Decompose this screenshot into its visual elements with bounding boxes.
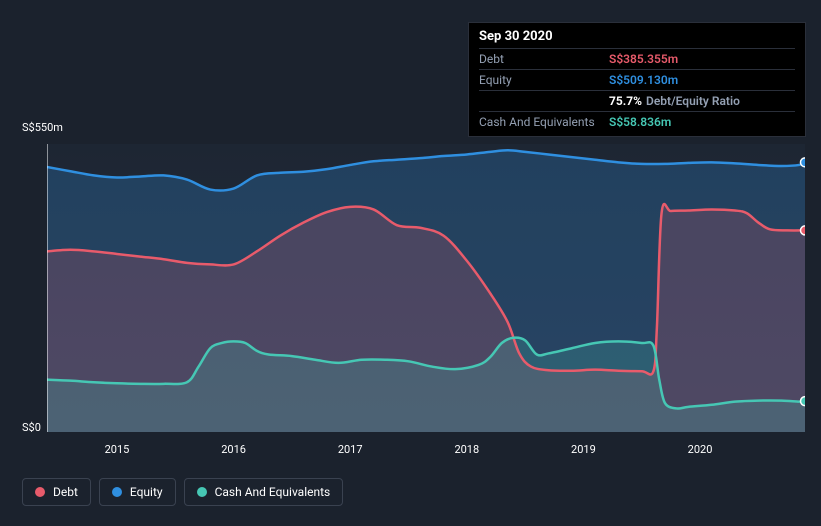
x-tick-2016: 2016 — [221, 443, 246, 456]
x-tick-2017: 2017 — [338, 443, 363, 456]
tooltip-row-equity: EquityS$509.130m — [479, 69, 795, 90]
legend-swatch-icon — [35, 487, 45, 497]
ratio-percent: 75.7% — [609, 94, 642, 108]
tooltip-date: Sep 30 2020 — [479, 29, 795, 48]
hover-tooltip: Sep 30 2020 DebtS$385.355mEquityS$509.13… — [468, 22, 806, 137]
y-axis-max-label: S$550m — [22, 121, 63, 134]
plot-area[interactable] — [47, 144, 805, 432]
x-tick-2019: 2019 — [571, 443, 596, 456]
tooltip-label: Equity — [479, 73, 609, 87]
tooltip-label: Debt — [479, 52, 609, 66]
ratio-label: Debt/Equity Ratio — [646, 94, 740, 108]
tooltip-label — [479, 94, 609, 108]
legend-label: Equity — [130, 485, 163, 499]
legend-item-cash[interactable]: Cash And Equivalents — [184, 478, 344, 506]
legend-swatch-icon — [197, 487, 207, 497]
tooltip-value: S$385.355m — [609, 52, 678, 66]
tooltip-row-debt: DebtS$385.355m — [479, 48, 795, 69]
x-axis: 2015 2016 2017 2018 2019 2020 — [47, 443, 805, 463]
legend-swatch-icon — [112, 487, 122, 497]
legend-label: Cash And Equivalents — [215, 485, 331, 499]
x-tick-2018: 2018 — [454, 443, 479, 456]
tooltip-row-cash: Cash And EquivalentsS$58.836m — [479, 111, 795, 132]
tooltip-value: S$58.836m — [609, 115, 671, 129]
debt-end-marker — [801, 226, 806, 235]
debt-equity-cash-chart: S$550m S$0 2015 2016 2017 2018 2019 2020 Sep … — [0, 0, 821, 526]
x-tick-2020: 2020 — [688, 443, 713, 456]
legend-item-debt[interactable]: Debt — [22, 478, 91, 506]
tooltip-row-ratio: 75.7% Debt/Equity Ratio — [479, 90, 795, 111]
legend-item-equity[interactable]: Equity — [99, 478, 176, 506]
tooltip-label: Cash And Equivalents — [479, 115, 609, 129]
legend: Debt Equity Cash And Equivalents — [22, 478, 343, 506]
tooltip-value: S$509.130m — [609, 73, 678, 87]
chart-svg — [47, 144, 805, 432]
x-tick-2015: 2015 — [105, 443, 130, 456]
y-axis-min-label: S$0 — [22, 421, 41, 434]
equity-end-marker — [801, 158, 806, 167]
legend-label: Debt — [53, 485, 78, 499]
cash-end-marker — [801, 397, 806, 406]
tooltip-value: 75.7% Debt/Equity Ratio — [609, 94, 740, 108]
